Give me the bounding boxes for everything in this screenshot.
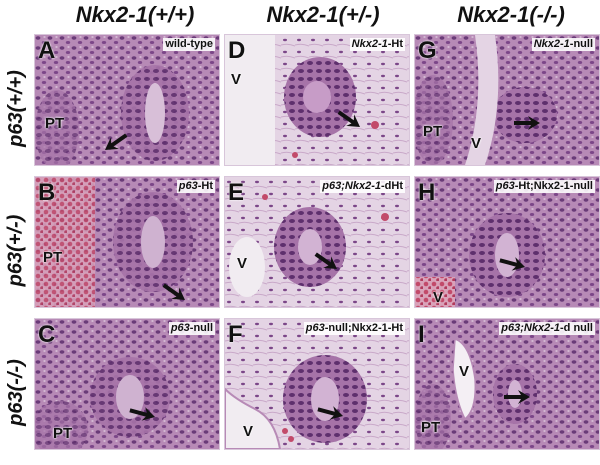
micrograph-panel-b: B p63-Ht PT — [34, 176, 220, 308]
panel-caption-d: Nkx2-1-Ht — [349, 38, 405, 51]
label-v: V — [471, 135, 482, 152]
panel-caption-f: p63-null;Nkx2-1-Ht — [303, 322, 405, 335]
row-header-p63-wt: p63(+/+) — [2, 38, 30, 178]
micrograph-g-image — [415, 35, 599, 165]
label-pt: PT — [423, 123, 443, 140]
panel-caption-h-text: -Ht;Nkx2-1-null — [514, 180, 593, 192]
micrograph-panel-e: E p63;Nkx2-1-dHt V — [224, 176, 410, 308]
panel-caption-i-italic: p63;Nkx2-1 — [501, 322, 560, 334]
panel-caption-i-text: -d null — [560, 322, 593, 334]
row-header-p63-het-label: p63(+/-) — [4, 214, 27, 286]
panel-letter-g: G — [418, 37, 437, 64]
label-v: V — [243, 423, 254, 440]
panel-caption-e: p63;Nkx2-1-dHt — [320, 180, 405, 193]
micrograph-h-image — [415, 177, 599, 307]
panel-caption-e-text: -dHt — [381, 180, 403, 192]
panel-letter-a: A — [38, 37, 56, 64]
panel-caption-f-italic: p63 — [305, 322, 325, 334]
panel-caption-a: wild-type — [163, 38, 215, 51]
column-header-nkx-het: Nkx2-1(+/-) — [266, 2, 380, 27]
row-header-p63-null-label: p63(-/-) — [4, 358, 27, 426]
micrograph-panel-f: F p63-null;Nkx2-1-Ht V — [224, 318, 410, 450]
label-pt: PT — [43, 249, 63, 266]
panel-letter-e: E — [228, 179, 245, 206]
panel-caption-i: p63;Nkx2-1-d null — [499, 322, 595, 335]
panel-letter-c: C — [38, 321, 56, 348]
panel-caption-c-text: -null — [189, 322, 213, 334]
panel-letter-h: H — [418, 179, 436, 206]
panel-caption-h: p63-Ht;Nkx2-1-null — [493, 180, 595, 193]
label-pt: PT — [53, 425, 73, 442]
panel-caption-b-text: -Ht — [197, 180, 213, 192]
panel-caption-c: p63-null — [168, 322, 215, 335]
label-v: V — [237, 255, 248, 272]
label-pt: PT — [421, 419, 441, 436]
label-v: V — [459, 363, 470, 380]
micrograph-i-image — [415, 319, 599, 449]
panel-caption-b: p63-Ht — [176, 180, 215, 193]
panel-caption-g-italic: Nkx2-1 — [533, 38, 570, 50]
row-header-p63-het: p63(+/-) — [2, 180, 30, 320]
micrograph-a-image — [35, 35, 219, 165]
column-header-nkx-null: Nkx2-1(-/-) — [457, 2, 565, 27]
panel-caption-h-italic: p63 — [495, 180, 515, 192]
micrograph-panel-d: D Nkx2-1-Ht V — [224, 34, 410, 166]
column-header-nkx-wt: Nkx2-1(+/+) — [75, 2, 195, 27]
row-header-p63-null: p63(-/-) — [2, 322, 30, 462]
panel-caption-d-text: -Ht — [387, 38, 403, 50]
panel-caption-e-italic: p63;Nkx2-1 — [322, 180, 381, 192]
micrograph-panel-i: I p63;Nkx2-1-d null V PT — [414, 318, 600, 450]
micrograph-panel-g: G Nkx2-1-null PT V — [414, 34, 600, 166]
panel-caption-f-text: -null;Nkx2-1-Ht — [324, 322, 403, 334]
label-v: V — [433, 289, 444, 306]
panel-caption-g: Nkx2-1-null — [531, 38, 595, 51]
micrograph-b-image — [35, 177, 219, 307]
panel-caption-c-italic: p63 — [170, 322, 190, 334]
row-header-p63-wt-label: p63(+/+) — [4, 69, 27, 147]
panel-letter-i: I — [418, 321, 425, 348]
micrograph-panel-h: H p63-Ht;Nkx2-1-null V — [414, 176, 600, 308]
micrograph-c-image — [35, 319, 219, 449]
panel-caption-a-text: wild-type — [165, 38, 213, 50]
label-v: V — [231, 71, 242, 88]
label-pt: PT — [45, 115, 65, 132]
panel-caption-g-text: -null — [569, 38, 593, 50]
micrograph-panel-a: A wild-type PT — [34, 34, 220, 166]
panel-letter-d: D — [228, 37, 246, 64]
micrograph-f-image — [225, 319, 409, 449]
micrograph-d-image — [225, 35, 409, 165]
micrograph-e-image — [225, 177, 409, 307]
micrograph-panel-c: C p63-null PT — [34, 318, 220, 450]
panel-caption-d-italic: Nkx2-1 — [351, 38, 388, 50]
panel-letter-b: B — [38, 179, 56, 206]
panel-letter-f: F — [228, 321, 243, 348]
panel-caption-b-italic: p63 — [178, 180, 198, 192]
